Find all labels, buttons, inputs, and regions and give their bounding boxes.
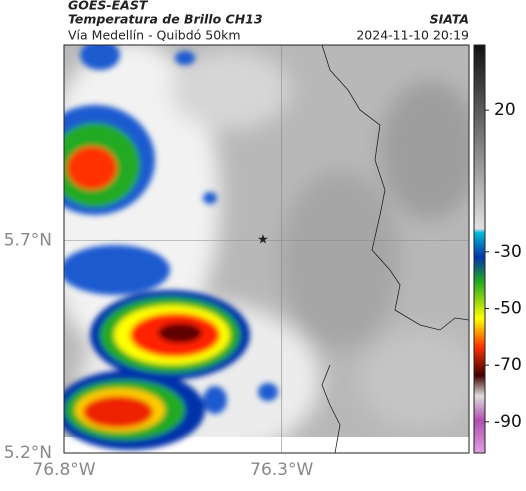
- timestamp: 2024-11-10 20:19: [356, 28, 469, 43]
- caption: Vía Medellín - Quibdó 50km: [68, 28, 241, 43]
- y-tick-label: 5.7°N: [4, 231, 52, 251]
- y-tick-label: 5.2°N: [4, 443, 52, 463]
- satellite-image: [64, 45, 469, 453]
- source: SIATA: [430, 12, 469, 27]
- colorbar-tick-label: -50: [494, 299, 522, 319]
- colorbar-tick-label: 20: [494, 100, 516, 120]
- x-tick-label: 76.3°W: [250, 460, 313, 480]
- title: GOES-EAST: [68, 0, 149, 13]
- colorbar: [473, 44, 486, 454]
- subtitle: Temperatura de Brillo CH13: [68, 12, 263, 27]
- location-marker: ★: [257, 233, 269, 248]
- map-frame: [63, 44, 470, 454]
- colorbar-tick-label: -70: [494, 355, 522, 375]
- colorbar-tick-label: -30: [494, 242, 522, 262]
- x-tick-label: 76.8°W: [32, 460, 95, 480]
- colorbar-tick-label: -90: [494, 412, 522, 432]
